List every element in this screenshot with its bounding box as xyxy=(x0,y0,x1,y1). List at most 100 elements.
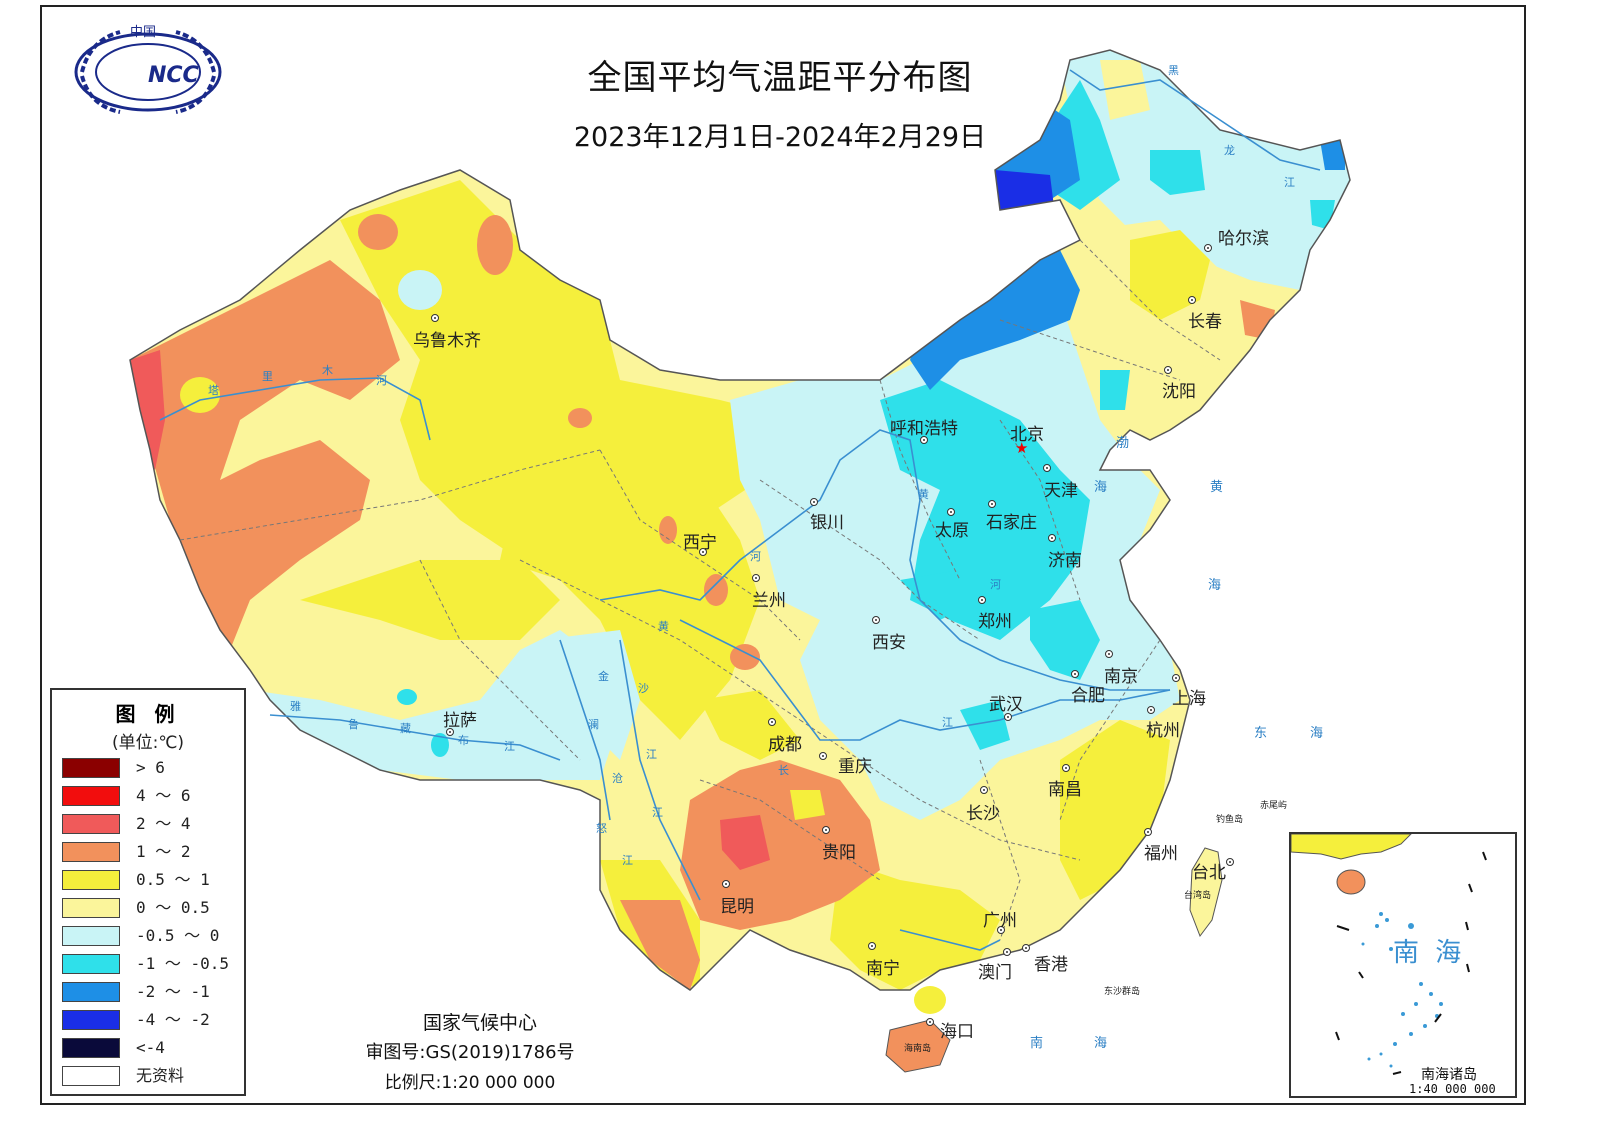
city-label-hefei: 合肥 xyxy=(1071,686,1105,706)
map-date-range: 2023年12月1日-2024年2月29日 xyxy=(573,122,987,153)
legend-label: 1 ～ 2 xyxy=(136,842,191,861)
city-marker xyxy=(926,1018,934,1026)
city-marker xyxy=(1022,944,1030,952)
legend-label: -2 ～ -1 xyxy=(136,982,210,1001)
city-label-hohhot: 呼和浩特 xyxy=(890,419,958,439)
sea-label-yellow: 海 xyxy=(1208,578,1222,593)
city-marker xyxy=(1226,858,1234,866)
city-label-chongqing: 重庆 xyxy=(838,757,872,777)
city-marker xyxy=(947,508,955,516)
river-label-yellow: 黄 xyxy=(658,620,669,633)
city-label-hongkong: 香港 xyxy=(1034,955,1068,975)
river-label-yarlung: 鲁 xyxy=(348,718,359,731)
river-label-jinsha: 江 xyxy=(646,748,657,761)
city-label-guangzhou: 广州 xyxy=(983,911,1017,931)
legend-swatch xyxy=(62,954,120,974)
city-label-kunming: 昆明 xyxy=(720,897,754,917)
city-marker xyxy=(872,616,880,624)
city-label-wuhan: 武汉 xyxy=(989,695,1023,715)
city-marker xyxy=(1172,674,1180,682)
river-label-nu: 江 xyxy=(622,854,633,867)
city-marker xyxy=(1048,534,1056,542)
legend-item: 0.5 ～ 1 xyxy=(62,870,242,892)
city-label-xining: 西宁 xyxy=(683,533,717,553)
river-label-lancang: 澜 xyxy=(588,718,599,731)
legend-swatch xyxy=(62,1066,120,1086)
legend-label: <-4 xyxy=(136,1038,165,1057)
national-border xyxy=(129,49,1351,991)
river-label-lancang: 沧 xyxy=(612,772,623,785)
map-title: 全国平均气温距平分布图 xyxy=(587,58,973,98)
city-label-taiyuan: 太原 xyxy=(935,521,969,541)
capital-star-icon: ★ xyxy=(1015,439,1029,457)
legend-label: 2 ～ 4 xyxy=(136,814,191,833)
legend-swatch xyxy=(62,982,120,1002)
sea-label-east: 海 xyxy=(1310,726,1324,741)
city-label-urumqi: 乌鲁木齐 xyxy=(413,331,481,351)
logo-text: 中国 xyxy=(130,25,156,40)
city-marker xyxy=(1004,713,1012,721)
inset-islands xyxy=(1361,912,1443,1068)
city-label-changsha: 长沙 xyxy=(966,804,1000,824)
city-marker xyxy=(819,752,827,760)
legend-item: 2 ～ 4 xyxy=(62,814,242,836)
taiwan-island xyxy=(1189,847,1223,938)
inset-caption: 南海诸岛 xyxy=(1421,1067,1477,1083)
city-label-changchun: 长春 xyxy=(1188,312,1222,332)
sea-label-bohai: 海 xyxy=(1094,480,1108,495)
city-marker xyxy=(978,596,986,604)
river-label-heilong: 龙 xyxy=(1224,144,1235,157)
city-label-guiyang: 贵阳 xyxy=(822,843,856,863)
ncc-logo: 中国 NCC xyxy=(74,25,222,114)
sea-label-south: 南 xyxy=(1030,1036,1044,1051)
city-label-chengdu: 成都 xyxy=(768,735,802,755)
city-label-shijiazhuang: 石家庄 xyxy=(986,513,1037,533)
city-marker xyxy=(1071,670,1079,678)
city-label-zhengzhou: 郑州 xyxy=(978,612,1012,632)
legend-swatch xyxy=(62,1010,120,1030)
city-marker xyxy=(768,718,776,726)
city-label-taipei: 台北 xyxy=(1192,863,1226,883)
city-marker xyxy=(752,574,760,582)
city-marker xyxy=(980,786,988,794)
nine-dash-line xyxy=(1335,851,1487,1075)
river-label-heilong: 黑 xyxy=(1168,64,1179,77)
river-label-lancang: 江 xyxy=(652,806,663,819)
legend-label: -0.5 ～ 0 xyxy=(136,926,220,945)
legend-item: -0.5 ～ 0 xyxy=(62,926,242,948)
city-label-yinchuan: 银川 xyxy=(810,513,844,533)
city-label-harbin: 哈尔滨 xyxy=(1218,229,1269,249)
credit-organization: 国家气候中心 xyxy=(422,1012,537,1034)
city-label-beijing: 北京 xyxy=(1010,425,1044,445)
river-label-yarlung: 雅 xyxy=(290,700,301,713)
river-label-jinsha: 沙 xyxy=(638,682,649,695)
south-china-sea-inset: 南 海 南海诸岛 1:40 000 000 xyxy=(1289,832,1517,1098)
legend-swatch xyxy=(62,926,120,946)
legend-item: 4 ～ 6 xyxy=(62,786,242,808)
city-marker xyxy=(1105,650,1113,658)
city-marker xyxy=(1147,706,1155,714)
river-label-tarim: 木 xyxy=(322,364,333,377)
legend-item: -1 ～ -0.5 xyxy=(62,954,242,976)
legend-swatch xyxy=(62,842,120,862)
legend-label: > 6 xyxy=(136,758,165,777)
city-marker xyxy=(1144,828,1152,836)
city-marker xyxy=(1003,948,1011,956)
river-label-tarim: 里 xyxy=(262,370,273,383)
city-label-nanning: 南宁 xyxy=(866,959,900,979)
river-label-yangtze: 江 xyxy=(942,716,953,729)
legend-label: 0 ～ 0.5 xyxy=(136,898,210,917)
river-label-nu: 怒 xyxy=(596,822,607,835)
legend-swatch xyxy=(62,814,120,834)
city-marker xyxy=(868,942,876,950)
inset-sea-name: 南 海 xyxy=(1393,938,1466,968)
city-marker xyxy=(722,880,730,888)
legend-label: -1 ～ -0.5 xyxy=(136,954,230,973)
legend-unit: (单位:℃) xyxy=(111,733,185,753)
map-frame xyxy=(40,5,1526,1105)
legend-swatch xyxy=(62,786,120,806)
river-label-tarim: 塔 xyxy=(208,384,219,397)
city-marker xyxy=(988,500,996,508)
city-label-shenyang: 沈阳 xyxy=(1162,382,1196,402)
